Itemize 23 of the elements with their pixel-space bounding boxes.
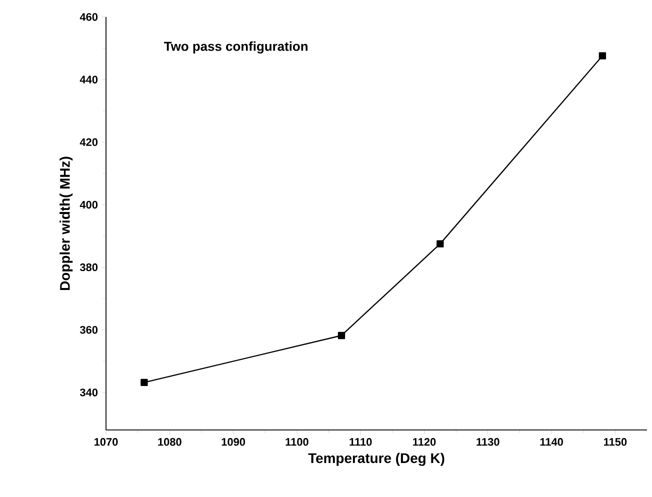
y-tick-label: 440 [80, 76, 98, 84]
y-tick-label: 340 [80, 388, 98, 396]
x-tick-label: 1110 [350, 438, 372, 446]
point [338, 332, 346, 340]
x-tick-label: 1080 [158, 438, 182, 446]
x-tick-label: 1150 [604, 438, 627, 446]
x-tick-label: 1130 [476, 438, 500, 446]
y-axis-title: Doppler width( MHz) [60, 156, 73, 290]
x-tick-label: 1090 [222, 438, 246, 446]
x-tick-label: 1120 [413, 438, 436, 446]
x-tick-label: 1140 [540, 438, 563, 446]
x-axis-title: Temperature (Deg K) [308, 452, 444, 466]
y-tick-label: 420 [80, 138, 98, 146]
x-tick-label: 1070 [94, 438, 118, 446]
y-tick-label: 460 [80, 13, 98, 21]
point [140, 378, 148, 386]
x-tick-label: 1100 [286, 438, 308, 446]
point [598, 52, 606, 60]
text: Two pass configuration [164, 41, 308, 54]
point [436, 240, 444, 248]
y-tick-label: 380 [80, 263, 98, 272]
y-tick-label: 400 [80, 200, 98, 209]
y-tick-label: 360 [80, 326, 98, 334]
